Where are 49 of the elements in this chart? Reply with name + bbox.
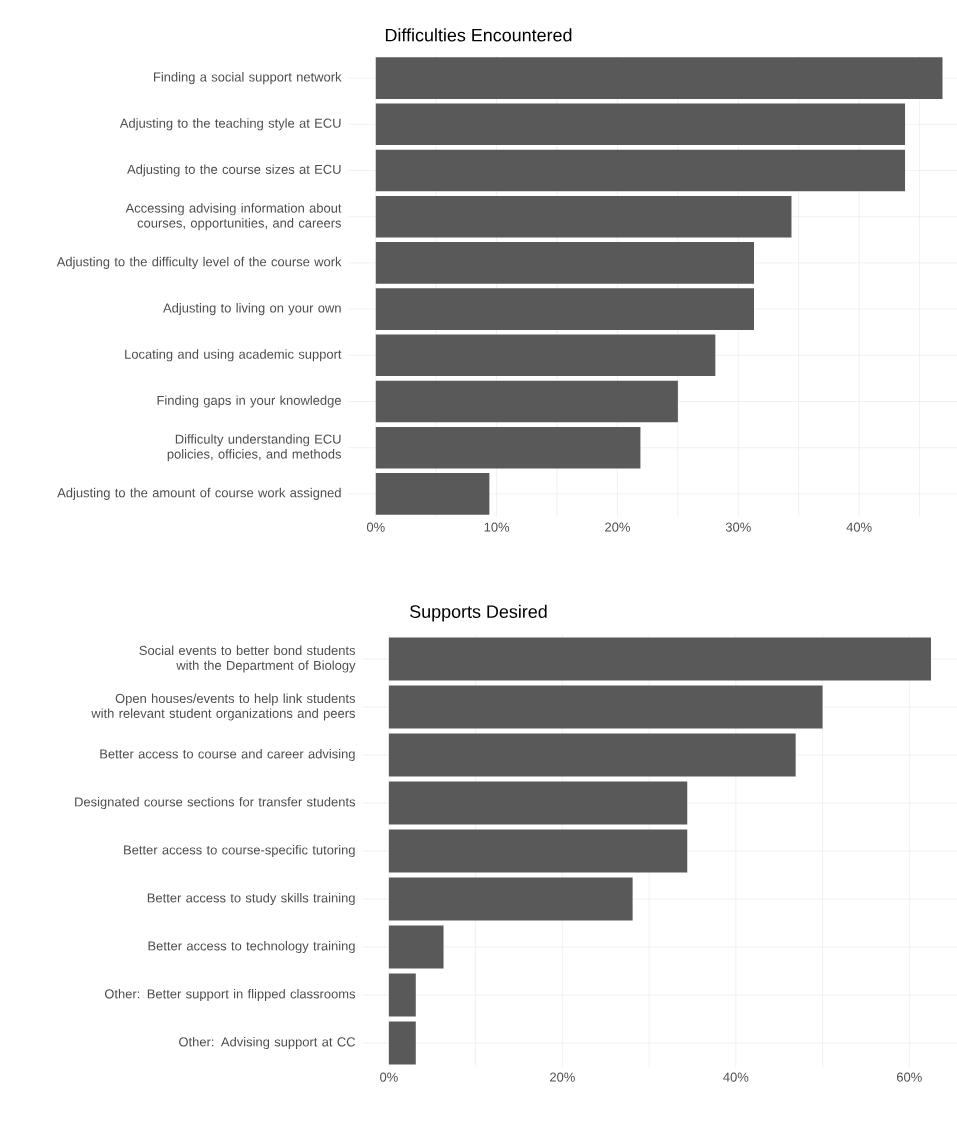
chart-title: Difficulties Encountered	[385, 28, 572, 42]
bar	[375, 473, 490, 515]
y-tick-label: Adjusting to the course sizes at ECU	[127, 164, 341, 177]
x-tick-label: 60%	[896, 1072, 922, 1082]
y-tick-label: Better access to study skills training	[147, 892, 355, 906]
bar	[375, 242, 754, 284]
bar	[388, 973, 416, 1017]
y-tick-label: Adjusting to the difficulty level of the course work	[56, 256, 342, 269]
bar	[388, 781, 688, 825]
bar	[388, 1021, 416, 1065]
bar	[388, 925, 444, 969]
y-tick-label: Better access to course-specific tutoring	[124, 844, 355, 858]
bar	[375, 380, 678, 423]
x-tick-label: 20%	[605, 522, 630, 532]
y-tick-label: Other: Advising support at CC	[179, 1036, 356, 1050]
y-tick-label: Accessing advising information about courses, opportunities, and careers	[125, 203, 342, 231]
y-tick-label: Better access to technology training	[148, 940, 355, 954]
bar	[375, 103, 906, 146]
y-tick-label: Adjusting to the teaching style at ECU	[119, 118, 341, 131]
bar	[375, 334, 716, 377]
y-tick-label: Finding a social support network	[154, 72, 342, 85]
x-tick-label: 0%	[366, 522, 385, 532]
bar	[388, 829, 688, 873]
chart-title: Supports Desired	[410, 604, 547, 622]
x-tick-label: 10%	[484, 522, 510, 532]
x-tick-label: 40%	[846, 522, 872, 532]
bar	[375, 288, 754, 330]
bar	[375, 57, 943, 99]
x-tick-label: 40%	[723, 1072, 749, 1082]
y-tick-label: Adjusting to the amount of course work assigned	[57, 487, 341, 500]
bar	[375, 149, 906, 192]
y-tick-label: Difficulty understanding ECU policies, officies, and methods	[167, 434, 342, 462]
y-tick-label: Adjusting to living on your own	[163, 303, 341, 316]
x-tick-label: 0%	[380, 1072, 398, 1082]
y-tick-label: Social events to better bond students with the Department of Biology	[139, 645, 356, 673]
bar	[388, 733, 796, 777]
y-tick-label: Better access to course and career advising	[100, 748, 355, 762]
bar	[375, 195, 792, 238]
y-tick-label: Other: Better support in flipped classrooms	[104, 988, 356, 1002]
bar	[375, 426, 641, 469]
x-tick-label: 30%	[725, 522, 751, 532]
y-tick-label: Locating and using academic support	[125, 349, 342, 362]
y-tick-label: Open houses/events to help link students with relevant student organizations and peers	[91, 693, 356, 721]
x-tick-label: 20%	[550, 1072, 575, 1082]
bar	[388, 637, 931, 681]
y-tick-label: Finding gaps in your knowledge	[157, 395, 341, 408]
bar	[388, 877, 633, 921]
y-tick-label: Designated course sections for transfer students	[75, 796, 356, 810]
bar	[388, 685, 823, 729]
